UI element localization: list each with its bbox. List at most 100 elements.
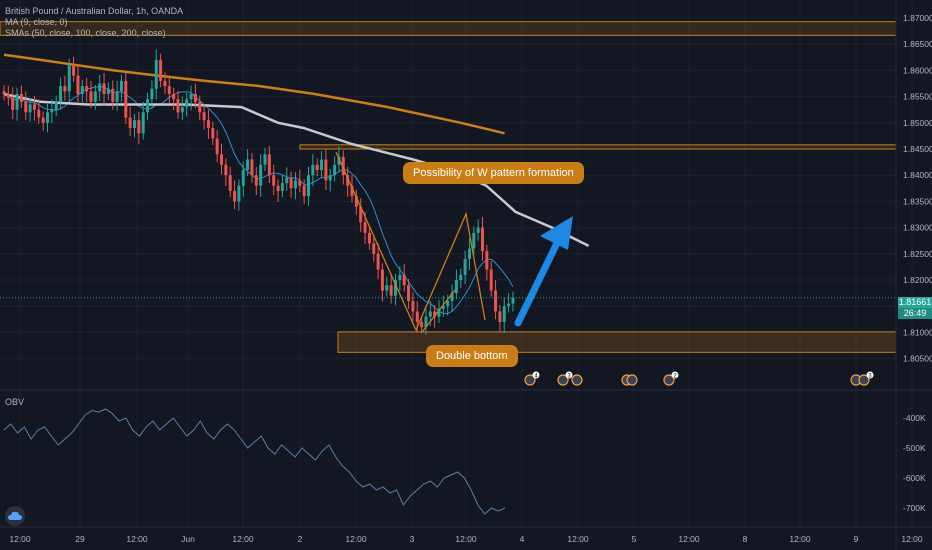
candle-body [250,159,254,176]
candle-body [237,185,241,202]
candle-body [220,154,223,165]
candle-body [337,156,341,165]
candle-body [6,93,10,98]
projection-arrow-shaft [514,233,564,327]
candle-body [481,227,484,252]
candle-body [63,86,67,92]
candle-body [37,109,41,118]
candle-body [119,80,123,92]
time-tick-label: 12:00 [678,534,700,544]
candle-body [24,101,28,113]
candle-body [115,91,119,102]
candle-body [398,274,402,280]
candle-body [102,83,106,94]
price-tick-label: 1.83500 [903,196,932,206]
candle-body [59,86,63,102]
time-tick-label: 29 [75,534,85,544]
countdown-tag: 26:49 [898,308,932,319]
obv-pane [0,389,932,515]
event-count-label: 3 [868,374,872,380]
candle-body [285,177,289,184]
candle-body [263,154,267,165]
event-marker [557,374,569,386]
event-count-label: 3 [567,374,571,380]
candle-body [502,306,506,322]
time-tick-label: 12:00 [126,534,148,544]
event-marker [524,374,536,386]
main-legend: British Pound / Australian Dollar, 1h, O… [5,6,184,16]
candle-body [19,93,23,102]
candle-body [193,93,197,102]
price-tick-label: 1.87000 [903,13,932,23]
candle-body [233,190,237,202]
candle-body [498,311,502,322]
candle-body [32,104,36,110]
candle-body [459,274,463,280]
candle-body [111,88,115,102]
candle-body [267,154,271,176]
price-tick-label: 1.86500 [903,39,932,49]
candle-body [276,185,280,191]
time-tick-label: 12:00 [567,534,589,544]
obv-line [3,408,506,515]
candle-body [54,101,58,110]
time-tick-label: 12:00 [901,534,923,544]
candle-body [324,159,328,181]
candle-body [511,297,515,304]
sma-legend: SMAs (50, close, 100, close, 200, close) [5,28,166,38]
time-tick-label: 2 [298,534,303,544]
candle-body [346,175,350,186]
candle-body [280,183,284,191]
upper-zone [299,144,897,150]
candle-body [46,112,49,123]
candle-body [372,243,376,254]
event-marker [626,374,638,386]
obv-tick-label: -500K [903,443,926,453]
obv-legend: OBV [5,397,25,407]
candle-body [463,259,467,275]
w-pattern-line [335,151,486,332]
candle-body [163,80,167,87]
event-marker [571,374,583,386]
candle-body [206,120,210,129]
time-tick-label: 4 [520,534,525,544]
time-tick-label: 12:00 [789,534,811,544]
event-count-badge [532,371,540,379]
candle-body [380,269,384,291]
candle-body [241,169,245,186]
price-tick-label: 1.83000 [903,223,932,233]
candle-body [428,311,432,317]
candle-body [415,311,419,322]
price-tick-label: 1.85500 [903,92,932,102]
event-count-badge [565,371,573,379]
candle-body [389,285,393,296]
price-tick-label: 1.80500 [903,354,932,364]
candle-body [185,99,189,108]
time-tick-label: Jun [181,534,195,544]
candle-body [298,180,302,186]
candle-body [402,274,406,286]
event-count-label: 2 [673,374,677,380]
candle-body [176,99,180,113]
ma-legend: MA (9, close, 0) [5,17,68,27]
price-tick-label: 1.82000 [903,275,932,285]
candle-body [254,175,258,186]
candle-body [485,251,489,270]
sma-200-line [3,53,505,135]
candle-body [128,117,132,129]
candle-body [341,156,345,176]
candle-body [89,91,93,102]
double-bottom-zone [337,331,897,353]
candle-body [293,180,297,189]
candle-body [154,59,158,89]
candle-body [11,97,15,110]
candle-body [411,300,415,312]
event-markers[interactable]: 4 3 2 3 [524,371,874,386]
candle-body [407,285,411,301]
tradingview-logo[interactable] [5,506,25,526]
candle-body [302,185,306,197]
candle-body [363,222,367,233]
obv-tick-label: -400K [903,413,926,423]
candle-body [41,117,45,123]
